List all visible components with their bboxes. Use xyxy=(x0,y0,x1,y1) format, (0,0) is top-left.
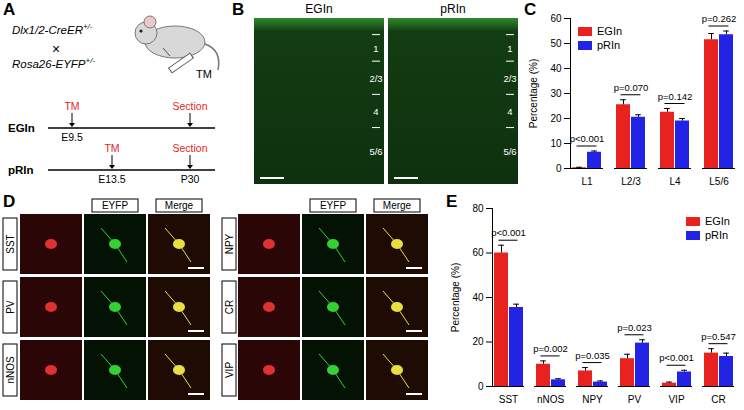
svg-text:4: 4 xyxy=(507,106,512,117)
svg-text:1: 1 xyxy=(373,43,378,54)
svg-text:50: 50 xyxy=(550,38,562,49)
html-text:pRIn: pRIn xyxy=(704,229,729,241)
svg-text:p=0.035: p=0.035 xyxy=(575,350,610,361)
svg-text:2/3: 2/3 xyxy=(503,73,516,84)
svg-text:VIP: VIP xyxy=(224,362,235,378)
svg-text:60: 60 xyxy=(550,13,562,24)
svg-text:PV: PV xyxy=(628,394,642,405)
svg-text:1: 1 xyxy=(507,43,512,54)
svg-text:0: 0 xyxy=(478,381,484,392)
svg-text:60: 60 xyxy=(472,247,484,258)
svg-text:5/6: 5/6 xyxy=(503,146,516,157)
svg-text:pRIn: pRIn xyxy=(8,164,34,176)
svg-text:p<0.001: p<0.001 xyxy=(659,352,694,363)
svg-text:EGIn: EGIn xyxy=(305,2,332,16)
svg-text:Merge: Merge xyxy=(165,200,194,211)
html-text:A: A xyxy=(3,0,16,19)
svg-text:NPY: NPY xyxy=(582,394,603,405)
svg-text:L5/6: L5/6 xyxy=(709,176,729,187)
svg-text:EGIn: EGIn xyxy=(8,122,35,134)
svg-text:p<0.001: p<0.001 xyxy=(570,133,605,144)
svg-text:Section: Section xyxy=(172,142,207,154)
svg-text:EYFP: EYFP xyxy=(320,200,346,211)
svg-text:TM: TM xyxy=(64,100,79,112)
svg-text:Section: Section xyxy=(172,100,207,112)
svg-text:p=0.142: p=0.142 xyxy=(658,91,693,102)
svg-text:L4: L4 xyxy=(669,176,681,187)
svg-text:40: 40 xyxy=(472,292,484,303)
svg-text:TM: TM xyxy=(196,68,212,80)
svg-text:pRIn: pRIn xyxy=(440,2,465,16)
html-text:B: B xyxy=(232,0,245,19)
svg-text:CR: CR xyxy=(711,394,725,405)
svg-text:Merge: Merge xyxy=(383,200,412,211)
svg-text:p=0.023: p=0.023 xyxy=(617,322,652,333)
svg-text:p=0.547: p=0.547 xyxy=(701,331,736,342)
svg-text:40: 40 xyxy=(550,63,562,74)
svg-text:E9.5: E9.5 xyxy=(61,131,83,143)
html-text:EGIn: EGIn xyxy=(597,25,623,37)
svg-text:CR: CR xyxy=(224,300,235,314)
svg-text:5/6: 5/6 xyxy=(369,146,382,157)
svg-text:nNOS: nNOS xyxy=(5,356,16,384)
svg-text:30: 30 xyxy=(550,88,562,99)
svg-text:10: 10 xyxy=(550,138,562,149)
svg-text:P30: P30 xyxy=(181,173,200,185)
svg-text:E13.5: E13.5 xyxy=(98,173,126,185)
svg-text:Rosa26-EYFP+/-: Rosa26-EYFP+/- xyxy=(12,56,95,70)
svg-text:VIP: VIP xyxy=(668,394,684,405)
svg-text:Dlx1/2-CreER+/-: Dlx1/2-CreER+/- xyxy=(12,22,93,36)
svg-text:TM: TM xyxy=(104,142,119,154)
html-text:C: C xyxy=(524,0,537,19)
svg-text:p=0.262: p=0.262 xyxy=(702,13,737,24)
html-text:pRIn: pRIn xyxy=(597,39,621,51)
html-text:EGIn: EGIn xyxy=(704,215,730,227)
svg-text:L2/3: L2/3 xyxy=(621,176,641,187)
html-text:E: E xyxy=(446,192,458,211)
svg-text:0: 0 xyxy=(556,163,562,174)
svg-text:nNOS: nNOS xyxy=(537,394,565,405)
svg-text:Percentage (%): Percentage (%) xyxy=(528,59,539,128)
svg-text:PV: PV xyxy=(5,300,16,314)
svg-text:p=0.070: p=0.070 xyxy=(614,82,649,93)
svg-text:NPY: NPY xyxy=(224,233,235,254)
svg-text:p=0.002: p=0.002 xyxy=(533,343,568,354)
svg-text:20: 20 xyxy=(550,113,562,124)
svg-text:4: 4 xyxy=(373,106,378,117)
svg-text:×: × xyxy=(52,41,60,57)
svg-text:20: 20 xyxy=(472,336,484,347)
html-text:D: D xyxy=(3,192,16,211)
svg-text:p<0.001: p<0.001 xyxy=(491,227,526,238)
svg-text:EYFP: EYFP xyxy=(102,200,128,211)
svg-text:2/3: 2/3 xyxy=(369,73,382,84)
svg-text:Percentage (%): Percentage (%) xyxy=(450,263,461,332)
svg-text:L1: L1 xyxy=(581,176,593,187)
svg-text:80: 80 xyxy=(472,203,484,214)
svg-text:SST: SST xyxy=(5,234,16,253)
svg-text:SST: SST xyxy=(499,394,518,405)
